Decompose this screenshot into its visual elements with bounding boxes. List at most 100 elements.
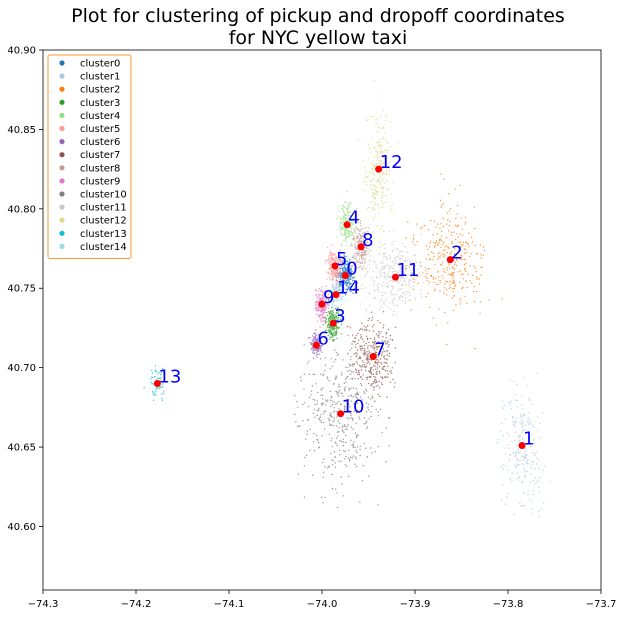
scatter-point — [359, 454, 361, 457]
scatter-point — [329, 273, 331, 275]
scatter-point — [310, 343, 312, 346]
scatter-point — [338, 426, 340, 429]
scatter-point — [311, 351, 314, 354]
centroid-label-1: 1 — [523, 429, 534, 450]
scatter-point — [337, 306, 340, 308]
scatter-point — [519, 502, 521, 505]
scatter-point — [354, 432, 357, 435]
scatter-point — [320, 314, 322, 316]
scatter-point — [343, 256, 345, 259]
scatter-point — [344, 228, 347, 230]
scatter-point — [323, 317, 325, 320]
scatter-point — [395, 270, 397, 272]
scatter-point — [331, 464, 334, 466]
scatter-point — [342, 495, 345, 497]
scatter-point — [316, 313, 318, 316]
scatter-point — [400, 270, 402, 273]
scatter-point — [353, 410, 355, 413]
scatter-point — [513, 423, 515, 426]
scatter-point — [455, 304, 457, 306]
scatter-point — [315, 303, 317, 305]
scatter-point — [347, 366, 349, 369]
scatter-point — [372, 164, 375, 167]
scatter-point — [156, 387, 159, 390]
scatter-point — [355, 457, 357, 460]
scatter-point — [359, 303, 361, 305]
scatter-point — [340, 333, 342, 335]
scatter-point — [303, 496, 306, 498]
scatter-point — [337, 299, 339, 301]
scatter-point — [331, 473, 333, 476]
scatter-point — [352, 396, 354, 398]
centroid-label-11: 11 — [397, 260, 420, 281]
scatter-point — [325, 292, 327, 294]
scatter-point — [377, 95, 379, 97]
scatter-point — [330, 395, 332, 398]
scatter-point — [312, 348, 315, 350]
scatter-point — [401, 250, 404, 253]
scatter-point — [446, 251, 448, 254]
scatter-point — [332, 312, 334, 314]
scatter-point — [522, 426, 524, 429]
scatter-point — [319, 294, 321, 296]
scatter-point — [381, 218, 383, 220]
scatter-point — [343, 287, 345, 289]
scatter-point — [364, 232, 366, 234]
scatter-point — [364, 423, 366, 425]
scatter-point — [360, 287, 362, 290]
scatter-point — [389, 302, 391, 304]
scatter-point — [376, 224, 379, 227]
scatter-point — [330, 298, 332, 301]
scatter-point — [443, 311, 446, 314]
scatter-point — [343, 382, 345, 384]
scatter-point — [366, 420, 368, 422]
scatter-point — [387, 373, 389, 375]
scatter-point — [315, 340, 318, 342]
scatter-point — [331, 403, 334, 406]
scatter-point — [323, 428, 326, 430]
scatter-point — [309, 336, 311, 339]
scatter-point — [522, 414, 524, 417]
scatter-point — [355, 334, 358, 337]
scatter-point — [336, 306, 339, 309]
scatter-point — [414, 265, 416, 267]
scatter-point — [294, 413, 296, 415]
scatter-point — [344, 464, 346, 466]
scatter-point — [516, 451, 518, 453]
centroid-marker-4 — [343, 221, 351, 229]
scatter-point — [458, 281, 461, 284]
scatter-point — [375, 408, 377, 411]
scatter-point — [160, 372, 163, 374]
scatter-point — [380, 194, 383, 196]
scatter-point — [339, 271, 341, 273]
scatter-point — [448, 225, 450, 227]
scatter-point — [384, 252, 387, 255]
scatter-point — [526, 470, 528, 472]
scatter-point — [332, 333, 334, 335]
scatter-point — [379, 182, 381, 185]
scatter-point — [462, 234, 464, 236]
scatter-point — [476, 290, 478, 293]
scatter-point — [414, 298, 416, 301]
scatter-point — [335, 257, 338, 259]
scatter-point — [370, 162, 372, 164]
scatter-point — [361, 345, 363, 348]
scatter-point — [383, 355, 386, 357]
scatter-point — [341, 483, 343, 485]
scatter-point — [355, 369, 358, 371]
scatter-point — [380, 115, 382, 118]
scatter-point — [474, 227, 476, 230]
scatter-point — [360, 328, 362, 330]
scatter-point — [324, 466, 326, 468]
scatter-point — [368, 268, 371, 270]
scatter-point — [318, 350, 320, 353]
scatter-point — [529, 419, 532, 422]
scatter-point — [343, 449, 345, 452]
scatter-point — [349, 215, 352, 217]
scatter-point — [433, 281, 435, 283]
scatter-point — [539, 422, 541, 424]
scatter-point — [399, 296, 401, 298]
scatter-point — [354, 402, 356, 405]
scatter-point — [459, 300, 461, 302]
scatter-point — [377, 179, 379, 181]
